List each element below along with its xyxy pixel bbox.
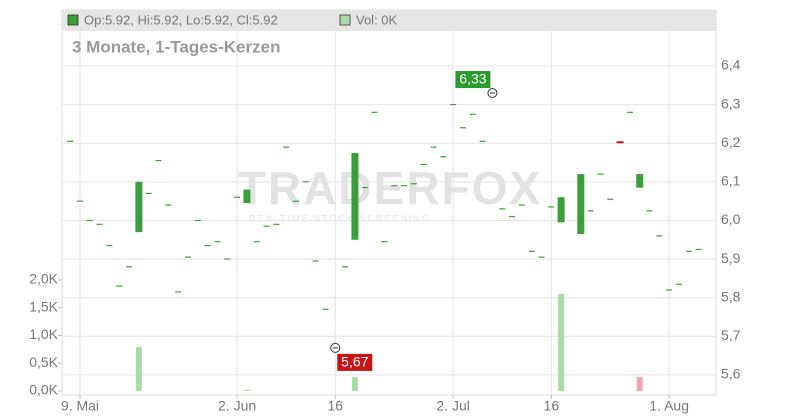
y2-tick-label: 1,0K — [29, 326, 58, 342]
y2-tick-label: 0,0K — [29, 382, 58, 398]
x-tick-label: 9. Mai — [61, 398, 99, 414]
y-tick-label: 6,0 — [721, 211, 741, 227]
candle-body — [636, 174, 644, 188]
y2-tick-label: 2,0K — [29, 271, 58, 287]
y-tick-label: 5,6 — [721, 366, 741, 382]
grid — [62, 31, 716, 395]
y-tick-label: 5,8 — [721, 288, 741, 304]
candle-body — [351, 152, 359, 240]
watermark: TRADERFOX REALTIME STOCK SCREENING — [238, 162, 542, 223]
x-tick-label: 2. Jun — [218, 398, 256, 414]
y-tick-label: 6,4 — [721, 57, 741, 73]
x-tick-label: 16 — [327, 398, 343, 414]
legend-swatch — [339, 14, 351, 26]
y-tick-label: 6,2 — [721, 134, 741, 150]
y-tick-label: 6,1 — [721, 173, 741, 189]
volume-bar — [636, 377, 643, 391]
candle-body — [577, 174, 585, 234]
chart-title: 3 Monate, 1-Tages-Kerzen — [72, 37, 280, 56]
x-tick-label: 16 — [544, 398, 560, 414]
volume-bar — [351, 377, 358, 391]
candle-body — [616, 141, 624, 144]
legend-ohlc: Op:5.92, Hi:5.92, Lo:5.92, Cl:5.92 — [84, 12, 278, 27]
watermark-brand: TRADERFOX — [238, 162, 542, 214]
volume-bar — [243, 389, 250, 391]
extreme-label-box — [455, 71, 491, 89]
y2-tick-label: 1,5K — [29, 298, 58, 314]
extreme-label: 6,33 — [459, 71, 486, 87]
legend-volume: Vol: 0K — [356, 12, 398, 27]
extreme-label: 5,67 — [341, 354, 368, 370]
legend-bar — [62, 10, 716, 31]
volume-bar — [558, 293, 565, 391]
legend-swatch — [67, 14, 79, 26]
watermark-tagline: REALTIME STOCK SCREENING — [249, 213, 431, 223]
y2-tick-label: 0,5K — [29, 354, 58, 370]
x-tick-label: 2. Jul — [436, 398, 469, 414]
candle-body — [557, 197, 565, 223]
candle-body — [135, 181, 143, 233]
candle-body — [243, 189, 251, 204]
extreme-label-box — [337, 353, 373, 371]
x-tick-label: 1. Aug — [649, 398, 689, 414]
volume-bar — [135, 347, 142, 391]
plot-area — [61, 9, 717, 396]
y-tick-label: 5,9 — [721, 250, 741, 266]
y-tick-label: 6,3 — [721, 95, 741, 111]
y-tick-label: 5,7 — [721, 327, 741, 343]
